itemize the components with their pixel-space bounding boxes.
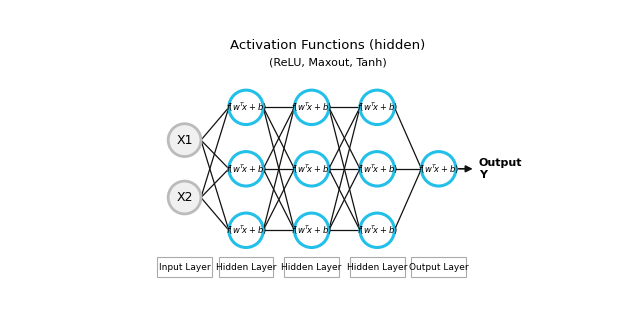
Text: Hidden Layer: Hidden Layer	[347, 263, 408, 272]
Text: $f(w^T\!x + b)$: $f(w^T\!x + b)$	[356, 162, 397, 176]
FancyBboxPatch shape	[219, 257, 273, 277]
Text: X1: X1	[177, 134, 193, 147]
Circle shape	[360, 152, 394, 186]
Circle shape	[229, 90, 263, 125]
Circle shape	[421, 152, 456, 186]
Circle shape	[360, 90, 394, 125]
Circle shape	[294, 90, 329, 125]
Text: $f(w^T\!x + b)$: $f(w^T\!x + b)$	[225, 162, 267, 176]
Circle shape	[229, 213, 263, 247]
Circle shape	[294, 213, 329, 247]
Circle shape	[360, 213, 394, 247]
Text: $f(w^T\!x + b)$: $f(w^T\!x + b)$	[291, 101, 332, 114]
Text: Y: Y	[479, 170, 487, 180]
Text: Activation Functions (hidden): Activation Functions (hidden)	[230, 39, 426, 52]
Text: (ReLU, Maxout, Tanh): (ReLU, Maxout, Tanh)	[269, 57, 387, 67]
Text: Output: Output	[479, 158, 522, 168]
Circle shape	[294, 152, 329, 186]
Text: Hidden Layer: Hidden Layer	[216, 263, 276, 272]
Circle shape	[229, 152, 263, 186]
Text: Input Layer: Input Layer	[159, 263, 211, 272]
FancyBboxPatch shape	[411, 257, 466, 277]
Text: $f(w^T\!x + b)$: $f(w^T\!x + b)$	[291, 162, 332, 176]
Text: $f(w^T\!x + b)$: $f(w^T\!x + b)$	[418, 162, 459, 176]
Text: $f(w^T\!x + b)$: $f(w^T\!x + b)$	[225, 101, 267, 114]
Circle shape	[168, 124, 201, 156]
Text: $f(w^T\!x + b)$: $f(w^T\!x + b)$	[291, 224, 332, 237]
Text: Hidden Layer: Hidden Layer	[282, 263, 342, 272]
Text: $f(w^T\!x + b)$: $f(w^T\!x + b)$	[225, 224, 267, 237]
FancyBboxPatch shape	[284, 257, 339, 277]
FancyBboxPatch shape	[349, 257, 404, 277]
Circle shape	[168, 181, 201, 214]
Text: $f(w^T\!x + b)$: $f(w^T\!x + b)$	[356, 101, 397, 114]
Text: X2: X2	[177, 191, 193, 204]
FancyBboxPatch shape	[157, 257, 212, 277]
Text: Output Layer: Output Layer	[409, 263, 468, 272]
Text: $f(w^T\!x + b)$: $f(w^T\!x + b)$	[356, 224, 397, 237]
